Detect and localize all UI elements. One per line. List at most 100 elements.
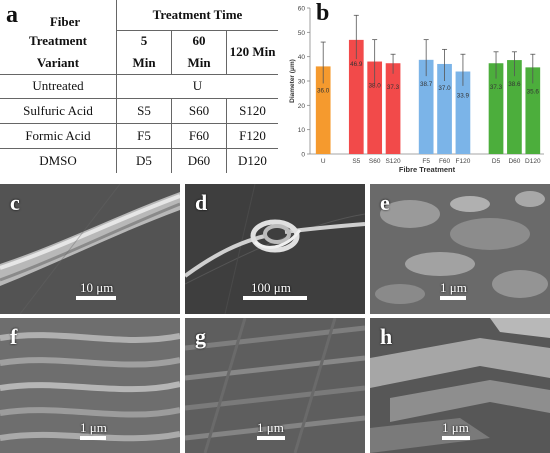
scale-text-f: 1 μm bbox=[80, 420, 107, 435]
bar-S120 bbox=[385, 63, 401, 155]
y-tick-label: 0 bbox=[301, 152, 305, 159]
panel-label-a: a bbox=[6, 2, 18, 28]
bar-F120 bbox=[455, 71, 471, 154]
cell-s60: S60 bbox=[171, 98, 227, 124]
diameter-chart: b 0 10 20 30 40 50 60 36.0 46.9 38.0 37.3 38.7 37.0… bbox=[286, 0, 550, 176]
micrograph-f: f 1 μm bbox=[0, 318, 180, 453]
x-tick-label-F120: F120 bbox=[456, 158, 471, 165]
y-tick-label: 60 bbox=[298, 6, 306, 13]
header-time-60: 60 bbox=[171, 30, 227, 52]
treatment-table: a Fiber Treatment Time Treatment 5 60 12… bbox=[0, 0, 278, 173]
x-tick-label-D120: D120 bbox=[525, 158, 541, 165]
y-tick-label: 50 bbox=[298, 30, 306, 37]
value-label-F120: 33.9 bbox=[457, 93, 470, 100]
cell-f120: F120 bbox=[226, 123, 278, 149]
cell-s5: S5 bbox=[116, 98, 172, 124]
cell-f5: F5 bbox=[116, 123, 172, 149]
row-formic-label: Formic Acid bbox=[0, 123, 117, 149]
header-treatment: Treatment bbox=[29, 33, 87, 48]
bar-D120 bbox=[525, 67, 541, 154]
value-label-S120: 37.3 bbox=[387, 84, 400, 91]
cell-d5: D5 bbox=[116, 148, 172, 173]
value-label-D120: 35.6 bbox=[527, 88, 540, 95]
x-axis-label: Fibre Treatment bbox=[399, 165, 456, 174]
cell-d60: D60 bbox=[171, 148, 227, 173]
header-time-5: 5 bbox=[116, 30, 172, 52]
cell-d120: D120 bbox=[226, 148, 278, 173]
scale-bar-e bbox=[440, 296, 466, 300]
scale-text-e: 1 μm bbox=[440, 280, 467, 295]
x-tick-label-U: U bbox=[321, 158, 326, 165]
micrograph-g-label: g bbox=[195, 324, 206, 349]
bar-U bbox=[315, 66, 331, 154]
micrograph-d-label: d bbox=[195, 190, 208, 215]
scale-bar-f bbox=[80, 436, 106, 440]
micrograph-e-label: e bbox=[380, 190, 390, 215]
x-tick-label-F60: F60 bbox=[439, 158, 451, 165]
y-tick-label: 20 bbox=[298, 103, 306, 110]
scale-bar-h bbox=[442, 436, 470, 440]
cell-s120: S120 bbox=[226, 98, 278, 124]
micrograph-e: e 1 μm bbox=[370, 184, 550, 314]
micrograph-f-image bbox=[0, 318, 180, 453]
micrograph-c: c 10 μm bbox=[0, 184, 180, 314]
header-time-120: 120 Min bbox=[226, 30, 278, 74]
y-tick-label: 40 bbox=[298, 54, 306, 61]
value-label-S5: 46.9 bbox=[350, 61, 363, 68]
scale-text-c: 10 μm bbox=[80, 280, 114, 295]
micrograph-h-label: h bbox=[380, 324, 393, 349]
y-ticks: 0 10 20 30 40 50 60 bbox=[298, 6, 310, 159]
value-label-F60: 37.0 bbox=[438, 85, 451, 92]
row-untreated-value: U bbox=[116, 73, 278, 99]
scale-bar-c bbox=[76, 296, 116, 300]
row-dmso-label: DMSO bbox=[39, 152, 77, 168]
header-fiber: Fiber bbox=[49, 14, 81, 29]
x-tick-label-F5: F5 bbox=[422, 158, 430, 165]
micrograph-e-image bbox=[370, 184, 550, 314]
panel-label-b: b bbox=[316, 0, 330, 26]
bar-D60 bbox=[507, 60, 522, 154]
cell-f60: F60 bbox=[171, 123, 227, 149]
bar-S60 bbox=[367, 61, 383, 154]
x-ticks: U S5 S60 S120 F5 F60 F120 D5 D60 D120 bbox=[321, 158, 541, 165]
value-label-D5: 37.3 bbox=[490, 84, 503, 91]
scale-text-d: 100 μm bbox=[251, 280, 291, 295]
row-sulfuric-label: Sulfuric Acid bbox=[0, 98, 117, 124]
chart-canvas: 0 10 20 30 40 50 60 36.0 46.9 38.0 37.3 38.7 37.0 33… bbox=[289, 6, 544, 174]
scale-bar-d bbox=[243, 296, 307, 300]
value-label-D60: 38.6 bbox=[508, 81, 521, 88]
micrograph-c-image bbox=[0, 184, 180, 314]
bar-F60 bbox=[437, 63, 452, 154]
scale-bar-g bbox=[257, 436, 285, 440]
micrograph-g-image bbox=[185, 318, 365, 453]
y-tick-label: 10 bbox=[298, 127, 306, 134]
y-tick-label: 30 bbox=[298, 79, 306, 86]
x-tick-label-S60: S60 bbox=[369, 158, 381, 165]
bar-S5 bbox=[348, 39, 364, 155]
header-time-60-unit: Min bbox=[171, 52, 227, 75]
micrograph-g: g 1 μm bbox=[185, 318, 365, 453]
table-grid: Fiber Treatment Time Treatment 5 60 120 … bbox=[0, 0, 278, 173]
scale-text-h: 1 μm bbox=[442, 420, 469, 435]
micrograph-h-image bbox=[370, 318, 550, 453]
value-label-U: 36.0 bbox=[317, 87, 330, 94]
header-variant: Variant bbox=[0, 52, 117, 75]
micrograph-f-label: f bbox=[10, 324, 18, 349]
row-untreated-label: Untreated bbox=[0, 74, 117, 99]
bar-series: 36.0 46.9 38.0 37.3 38.7 37.0 33.9 37.3 38.6 35.6 bbox=[315, 14, 541, 155]
value-label-F5: 38.7 bbox=[420, 81, 433, 88]
micrograph-c-label: c bbox=[10, 190, 20, 215]
y-axis-label: Diameter (μm) bbox=[289, 59, 296, 103]
micrograph-d-image bbox=[185, 184, 365, 314]
x-tick-label-S120: S120 bbox=[385, 158, 401, 165]
x-tick-label-D60: D60 bbox=[508, 158, 520, 165]
header-time-5-unit: Min bbox=[116, 52, 172, 75]
x-tick-label-D5: D5 bbox=[492, 158, 501, 165]
bar-D5 bbox=[488, 63, 504, 155]
value-label-S60: 38.0 bbox=[369, 83, 382, 90]
micrograph-h: h 1 μm bbox=[370, 318, 550, 453]
scale-text-g: 1 μm bbox=[257, 420, 284, 435]
bar-F5 bbox=[418, 59, 434, 154]
header-treatment-time: Treatment Time bbox=[116, 0, 278, 31]
micrograph-d: d 100 μm bbox=[185, 184, 365, 314]
